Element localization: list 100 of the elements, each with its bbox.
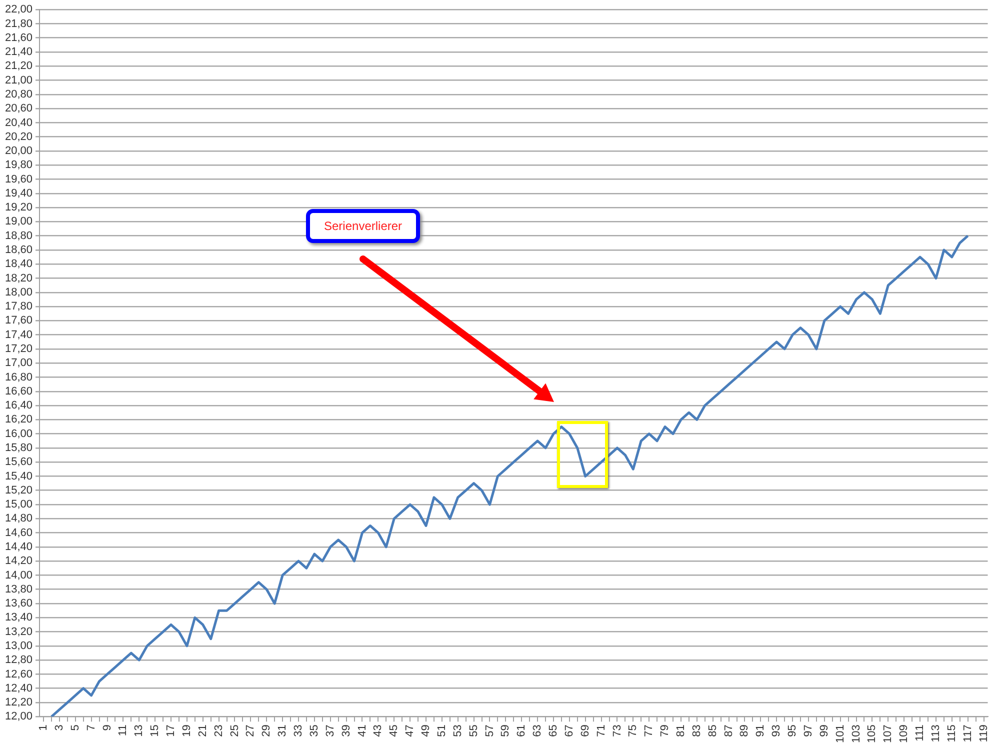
x-tick-label: 75 [627,724,640,737]
x-tick-label: 3 [53,724,66,731]
x-tick-label: 111 [914,724,926,742]
y-tick-label: 20,80 [4,88,33,100]
y-tick-label: 22,00 [4,4,33,16]
y-tick-label: 20,00 [4,145,33,158]
x-tick-label: 71 [595,724,608,737]
y-tick-label: 18,60 [4,244,33,256]
y-tick-label: 12,80 [4,654,33,666]
y-tick-label: 17,40 [4,328,33,341]
x-tick-label: 45 [388,724,400,737]
y-tick-label: 19,00 [4,216,33,228]
x-tick-label: 79 [659,724,672,737]
x-tick-label: 55 [468,724,480,737]
y-tick-label: 16,40 [4,400,33,412]
y-tick-label: 21,80 [4,18,33,30]
y-tick-label: 15,20 [4,484,33,496]
y-tick-label: 17,80 [4,300,33,313]
x-tick-label: 9 [101,724,114,731]
x-tick-label: 29 [260,724,273,737]
x-tick-label: 13 [133,724,146,737]
x-tick-label: 51 [436,724,448,737]
x-tick-label: 67 [563,724,576,737]
x-tick-label: 15 [149,724,162,737]
x-tick-label: 7 [85,724,98,731]
x-tick-label: 43 [372,724,384,737]
y-tick-label: 21,00 [4,74,33,86]
y-tick-label: 19,80 [4,159,33,172]
y-tick-label: 16,60 [4,385,33,398]
y-tick-label: 14,00 [4,569,33,582]
y-tick-label: 14,60 [4,526,33,539]
x-tick-label: 11 [117,724,130,736]
x-tick-label: 103 [850,724,862,744]
x-tick-label: 35 [308,724,320,737]
x-tick-label: 21 [196,724,209,737]
x-tick-label: 105 [866,724,878,744]
x-tick-label: 33 [292,724,305,737]
y-tick-label: 12,20 [4,696,33,709]
x-tick-label: 101 [834,724,846,744]
y-tick-label: 14,20 [4,555,33,568]
y-tick-label: 21,20 [4,60,33,72]
y-tick-label: 18,00 [4,286,33,298]
x-tick-label: 65 [548,724,560,737]
x-tick-label: 93 [770,724,783,737]
y-tick-label: 12,00 [4,710,33,723]
x-tick-label: 31 [276,724,289,737]
y-tick-label: 20,40 [4,116,33,129]
x-tick-label: 85 [706,724,719,737]
y-tick-label: 17,00 [4,357,33,370]
x-tick-label: 25 [228,724,241,737]
x-tick-label: 47 [404,724,416,737]
x-tick-label: 1 [38,724,50,731]
x-tick-label: 107 [882,724,894,744]
y-tick-label: 18,20 [4,272,33,284]
y-tick-label: 16,80 [4,371,33,384]
y-tick-label: 15,60 [4,456,33,468]
x-tick-label: 23 [212,724,225,737]
y-tick-label: 13,40 [4,612,33,624]
y-tick-label: 19,60 [4,173,33,186]
x-tick-label: 97 [802,724,814,737]
y-tick-label: 15,00 [4,498,33,511]
x-tick-label: 117 [962,724,974,742]
y-tick-label: 18,40 [4,258,33,270]
y-tick-label: 21,40 [4,46,33,58]
x-tick-label: 39 [340,724,352,737]
x-tick-label: 61 [516,724,528,737]
x-tick-label: 19 [180,724,193,737]
y-tick-label: 14,40 [4,540,33,553]
x-tick-label: 59 [500,724,512,737]
x-tick-label: 53 [452,724,464,737]
x-tick-label: 69 [579,724,592,737]
x-tick-label: 5 [69,724,82,731]
y-tick-label: 20,60 [4,102,33,115]
x-tick-label: 99 [818,724,830,737]
y-tick-label: 19,20 [4,202,33,214]
x-tick-label: 17 [165,724,178,737]
x-tick-label: 81 [675,724,688,737]
x-tick-label: 87 [722,724,735,737]
y-tick-label: 13,00 [4,640,33,652]
x-tick-label: 63 [532,724,544,737]
x-tick-label: 41 [356,724,368,737]
x-tick-label: 109 [898,724,910,744]
x-tick-label: 113 [930,724,942,742]
x-tick-label: 27 [244,724,257,737]
y-tick-label: 17,60 [4,314,33,327]
x-tick-label: 119 [978,724,990,742]
y-tick-label: 16,00 [4,428,33,440]
x-tick-label: 77 [643,724,656,737]
x-tick-label: 37 [324,724,336,737]
y-tick-label: 12,60 [4,668,33,680]
annotation: Serienverlierer [306,209,420,243]
y-tick-label: 21,60 [4,32,33,44]
x-tick-label: 95 [786,724,799,737]
y-tick-label: 15,40 [4,470,33,482]
y-tick-label: 15,80 [4,442,33,454]
x-tick-label: 115 [946,724,958,742]
x-tick-label: 57 [484,724,496,737]
x-tick-label: 49 [420,724,432,737]
y-tick-label: 18,80 [4,230,33,242]
x-tick-label: 89 [738,724,751,737]
